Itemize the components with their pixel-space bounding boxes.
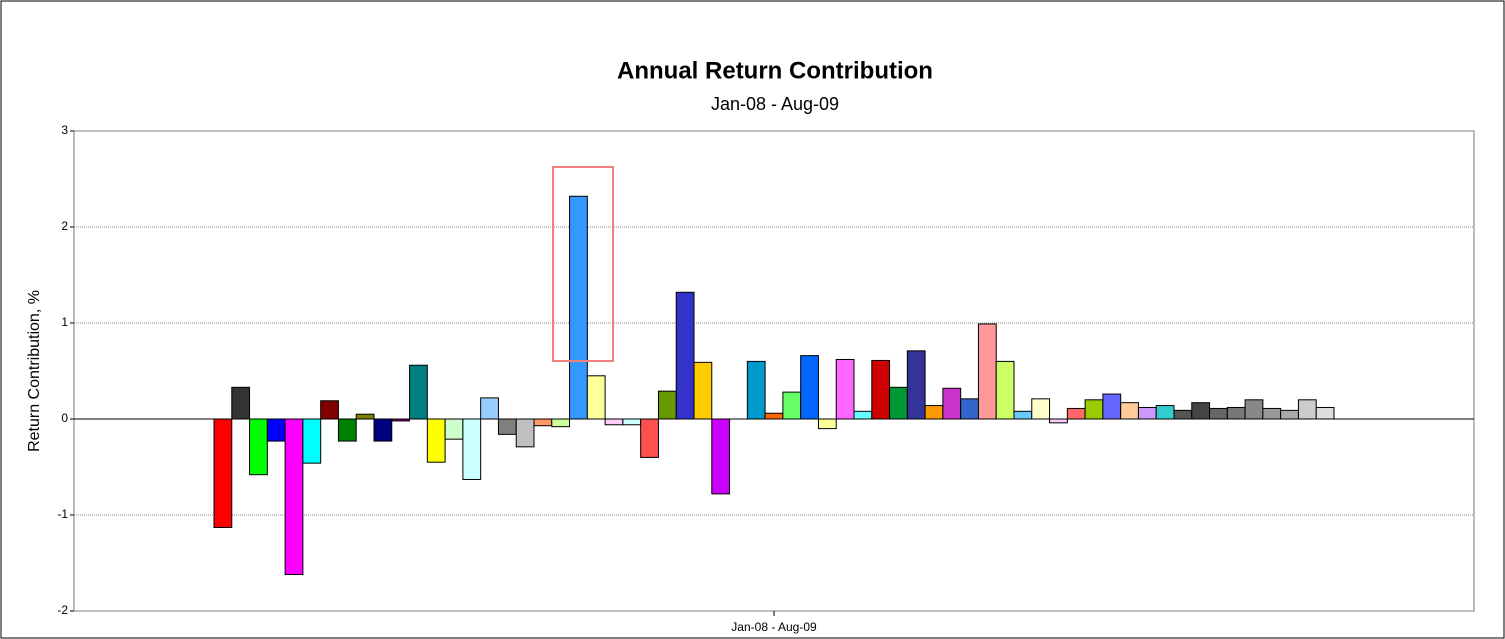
bar [231,386,251,420]
bar [1244,399,1264,420]
chart-title: Annual Return Contribution [617,57,933,84]
bar [1262,407,1282,420]
bar [995,360,1015,420]
bar [711,418,731,495]
bar [1084,399,1104,420]
bar [284,418,304,576]
bar [391,418,411,422]
bar [675,291,695,420]
bar [1013,410,1033,420]
bar [889,386,908,420]
bar [800,355,819,420]
bar [462,418,482,480]
bar [373,418,393,442]
bar [551,418,571,428]
y-tick-label: 0 [61,411,68,425]
highlight-box [552,166,614,362]
bar [1066,407,1086,420]
bar [480,397,499,420]
bar [640,418,659,458]
bar [426,418,446,463]
bar [764,412,784,420]
bar [977,323,997,420]
bar [871,359,891,420]
bar [960,398,979,420]
bar [1297,399,1317,420]
bar [1173,409,1193,420]
bar [1120,402,1139,420]
bar [1049,418,1068,424]
chart-subtitle: Jan-08 - Aug-09 [711,94,839,114]
bar [622,418,642,426]
bar [817,418,837,430]
bar [1137,406,1157,420]
bar [497,418,517,435]
bar [355,413,375,420]
bar [1191,402,1211,420]
bar [409,364,428,420]
bar [515,418,535,448]
x-tick-label: Jan-08 - Aug-09 [731,620,817,634]
bar [1209,407,1228,420]
bar [337,418,357,442]
bar [604,418,624,426]
bar [1031,398,1051,420]
bar [1315,406,1335,420]
bar [906,350,926,420]
bar [657,390,677,420]
y-tick-label: 1 [61,315,68,329]
bar [746,360,766,420]
bar [1280,409,1299,420]
bar [266,418,286,442]
bar [782,391,802,420]
bar [302,418,322,464]
bar [1226,406,1246,420]
bar [835,358,855,420]
y-tick-label: -2 [57,603,68,617]
bar [569,195,588,420]
bar [942,387,962,420]
y-tick-label: -1 [57,507,68,521]
bar [444,418,464,440]
bar [320,400,339,420]
y-tick-label: 2 [61,219,68,233]
y-tick-label: 3 [61,123,68,137]
bar [213,418,233,528]
bar [249,418,268,476]
bar [693,361,713,420]
bar [924,405,944,420]
bar [533,418,553,427]
y-axis-label: Return Contribution, % [26,290,43,452]
bar [586,375,606,420]
bar [1102,393,1122,420]
bar [1155,405,1175,420]
bar [853,410,873,420]
